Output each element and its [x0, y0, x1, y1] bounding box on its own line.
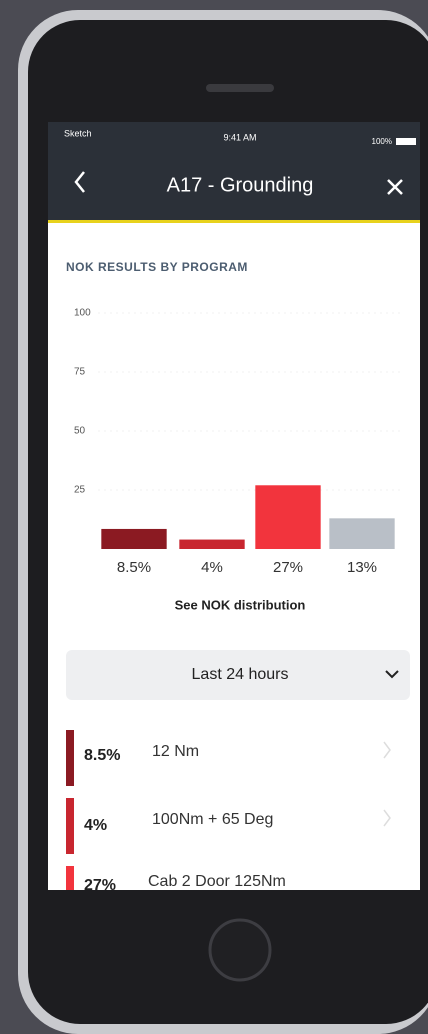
- list-percent: 27%: [84, 877, 116, 894]
- battery: 100%: [372, 137, 392, 146]
- list-percent: 8.5%: [84, 747, 120, 764]
- list-color: [66, 798, 74, 854]
- bar: [101, 528, 167, 549]
- chart-title: NOK RESULTS BY PROGRAM: [66, 260, 248, 274]
- list-color: [66, 730, 74, 786]
- content: [48, 223, 420, 890]
- y-tick-label: 50: [74, 426, 86, 437]
- list-item[interactable]: 4% 100Nm + 65 Deg: [66, 798, 391, 854]
- bar: [179, 539, 245, 549]
- list-name: 100Nm + 65 Deg: [152, 811, 273, 828]
- screen: Sketch 9:41 AM 100% A17 - Grounding NOK …: [48, 122, 420, 922]
- value-label: 8.5%: [117, 559, 151, 576]
- screen-title: A17 - Grounding: [167, 174, 314, 196]
- bar: [329, 518, 395, 549]
- y-tick-label: 100: [74, 308, 91, 319]
- list-percent: 4%: [84, 817, 107, 834]
- chart: 25 50 75 100 8.5% 4% 27% 13%: [74, 308, 402, 576]
- list-item[interactable]: 27% Cab 2 Door 125Nm: [66, 866, 286, 922]
- home-button[interactable]: [208, 918, 272, 982]
- list-chevron: [383, 809, 391, 827]
- clock: 9:41 AM: [223, 132, 256, 142]
- close-button[interactable]: [387, 179, 403, 195]
- list-chevron: [383, 741, 391, 759]
- list-color: [66, 866, 74, 890]
- value-label: 13%: [347, 559, 377, 576]
- dropdown-chevron: [385, 670, 399, 679]
- list-name: Cab 2 Door 125Nm: [148, 873, 286, 890]
- y-tick-label: 75: [74, 367, 86, 378]
- time-filter[interactable]: [66, 650, 410, 700]
- value-label: 4%: [201, 559, 223, 576]
- header-bar: [48, 122, 420, 222]
- list-item[interactable]: 8.5% 12 Nm: [66, 730, 391, 786]
- value-label: 27%: [273, 559, 303, 576]
- bar: [255, 485, 321, 549]
- header-accent: [48, 220, 420, 223]
- back-button[interactable]: [74, 171, 85, 193]
- carrier: Sketch: [64, 128, 92, 138]
- time-filter-label: Last 24 hours: [192, 666, 289, 683]
- battery-icon: [396, 138, 416, 145]
- speaker: [206, 84, 274, 92]
- list-name: 12 Nm: [152, 743, 199, 760]
- distribution-link[interactable]: See NOK distribution: [175, 597, 306, 612]
- y-tick-label: 25: [74, 485, 86, 496]
